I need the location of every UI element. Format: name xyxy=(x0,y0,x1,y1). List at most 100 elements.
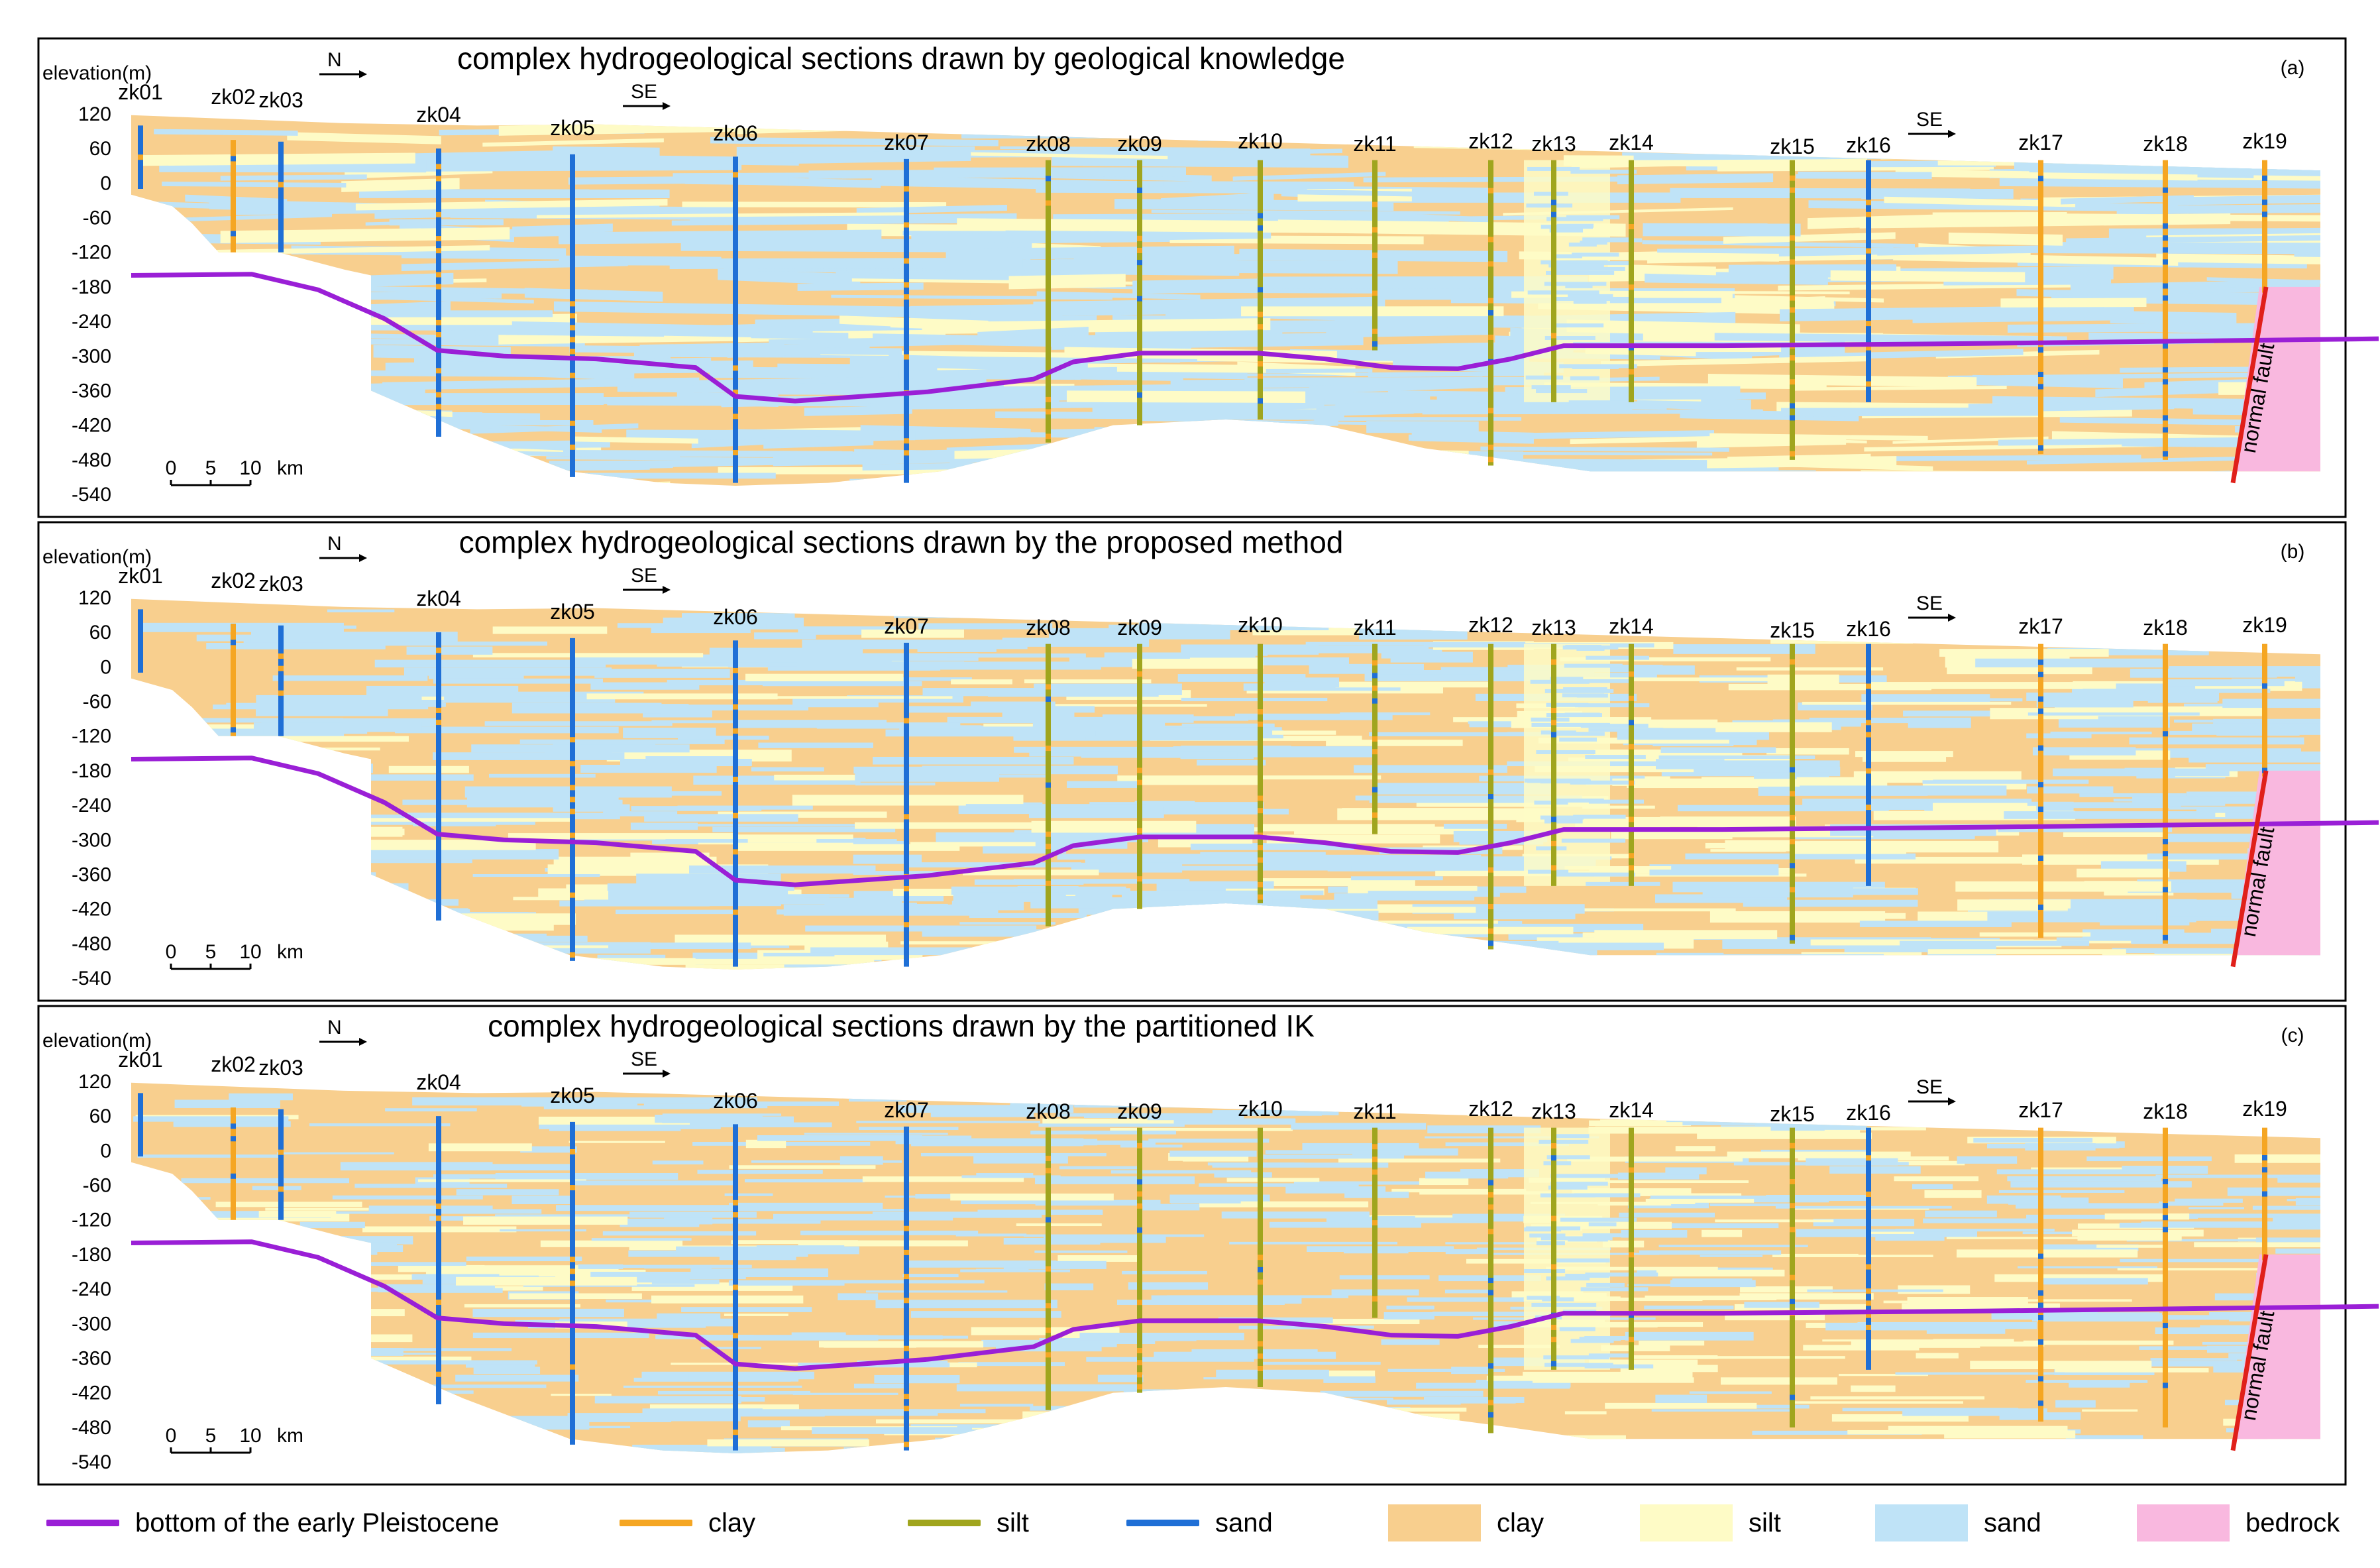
lens xyxy=(1257,854,1482,867)
lens xyxy=(154,129,298,136)
lens xyxy=(2227,1187,2320,1196)
lens xyxy=(1582,237,1629,242)
well-label: zk11 xyxy=(1353,1099,1396,1123)
lens xyxy=(950,1193,1114,1201)
lens xyxy=(783,904,999,916)
yaxis-tick: 0 xyxy=(100,172,111,194)
normal-fault-line xyxy=(2230,286,2269,484)
lens xyxy=(1559,364,1637,368)
lens xyxy=(413,822,496,826)
well-label: zk15 xyxy=(1770,618,1815,642)
lens xyxy=(184,1211,331,1218)
lens xyxy=(951,679,1012,685)
legend-label: bottom of the early Pleistocene xyxy=(135,1508,500,1538)
lens xyxy=(1305,642,1526,645)
lens xyxy=(1710,849,1786,852)
lens xyxy=(1265,1150,1431,1154)
lens xyxy=(1529,1233,1566,1238)
lens xyxy=(2026,733,2092,739)
lens xyxy=(591,1238,692,1241)
well-label: zk04 xyxy=(416,1070,461,1094)
lens xyxy=(1435,870,1613,877)
lens xyxy=(287,132,441,144)
lens xyxy=(2117,1268,2283,1270)
lens xyxy=(1725,1312,1825,1321)
lens xyxy=(1191,1349,1318,1353)
well-label: zk18 xyxy=(2143,616,2188,640)
lens xyxy=(1263,1154,1405,1159)
lens xyxy=(699,1335,879,1341)
lens xyxy=(784,962,894,968)
lens xyxy=(1602,1241,1645,1248)
lens xyxy=(1523,1297,1703,1302)
legend-label: sand xyxy=(1984,1508,2041,1538)
lens xyxy=(1810,1396,1985,1400)
lens xyxy=(1588,1127,1771,1134)
lens xyxy=(1143,1118,1296,1125)
lens xyxy=(1478,1345,1560,1349)
lens xyxy=(1425,1171,1509,1179)
lens xyxy=(1258,824,1435,830)
yaxis-tick: -300 xyxy=(72,829,111,851)
lens xyxy=(474,1265,619,1273)
lens xyxy=(1970,804,2181,809)
lens xyxy=(1543,1161,1572,1166)
well-label: zk15 xyxy=(1770,135,1815,158)
lens xyxy=(1546,270,1615,275)
lens xyxy=(1829,1166,1921,1174)
legend-silt-line: silt xyxy=(908,1496,1029,1549)
well-label: zk06 xyxy=(713,1089,758,1113)
arrow-head xyxy=(1948,130,1956,138)
lens xyxy=(700,1347,761,1349)
yaxis-tick: -360 xyxy=(72,1347,111,1369)
lens xyxy=(1862,756,1947,762)
well-label: zk08 xyxy=(1026,1099,1071,1123)
legend: bottom of the early Pleistocene clay sil… xyxy=(0,1496,2380,1549)
lens xyxy=(812,1427,973,1434)
lens xyxy=(1743,899,1918,907)
lens xyxy=(1291,1123,1427,1130)
lens xyxy=(215,1202,362,1207)
well-label: zk07 xyxy=(884,614,929,638)
lens xyxy=(1586,881,1660,886)
lens xyxy=(1035,1176,1195,1184)
lens xyxy=(1383,1312,1434,1320)
lens xyxy=(616,909,735,915)
lens xyxy=(872,1211,1042,1218)
lens xyxy=(644,1264,712,1269)
lens xyxy=(1247,188,1496,198)
lens xyxy=(1147,1115,1244,1121)
lens xyxy=(1507,761,1731,767)
lens xyxy=(1285,1186,1386,1194)
lens xyxy=(620,1218,700,1227)
lens xyxy=(1709,433,1928,441)
lens xyxy=(1523,1371,1693,1380)
lens xyxy=(839,315,989,331)
lens xyxy=(804,406,912,416)
lens xyxy=(2061,195,2194,205)
lens xyxy=(553,856,717,865)
yaxis-tick: -120 xyxy=(72,1209,111,1231)
lens xyxy=(1957,899,2071,911)
lens xyxy=(1391,1188,1527,1193)
lens xyxy=(1337,808,1550,820)
lens xyxy=(2082,1409,2138,1412)
lens xyxy=(360,840,536,850)
lens xyxy=(2275,1248,2320,1254)
lens xyxy=(603,811,678,816)
scale-tick-label: 10 xyxy=(239,1425,261,1447)
lens xyxy=(1530,679,1590,684)
lens xyxy=(1170,1199,1241,1204)
lens xyxy=(978,704,1207,707)
lens xyxy=(1924,1190,1982,1198)
lens xyxy=(1666,1120,1812,1125)
well-label: zk13 xyxy=(1531,1099,1576,1123)
lens xyxy=(1347,1397,1393,1400)
lens xyxy=(470,423,639,434)
lens xyxy=(1387,1369,1505,1372)
lens xyxy=(956,888,1130,894)
lens xyxy=(484,721,673,726)
panel-title: complex hydrogeological sections drawn b… xyxy=(457,41,1345,76)
lens xyxy=(873,756,1074,765)
yaxis-tick: 0 xyxy=(100,656,111,678)
